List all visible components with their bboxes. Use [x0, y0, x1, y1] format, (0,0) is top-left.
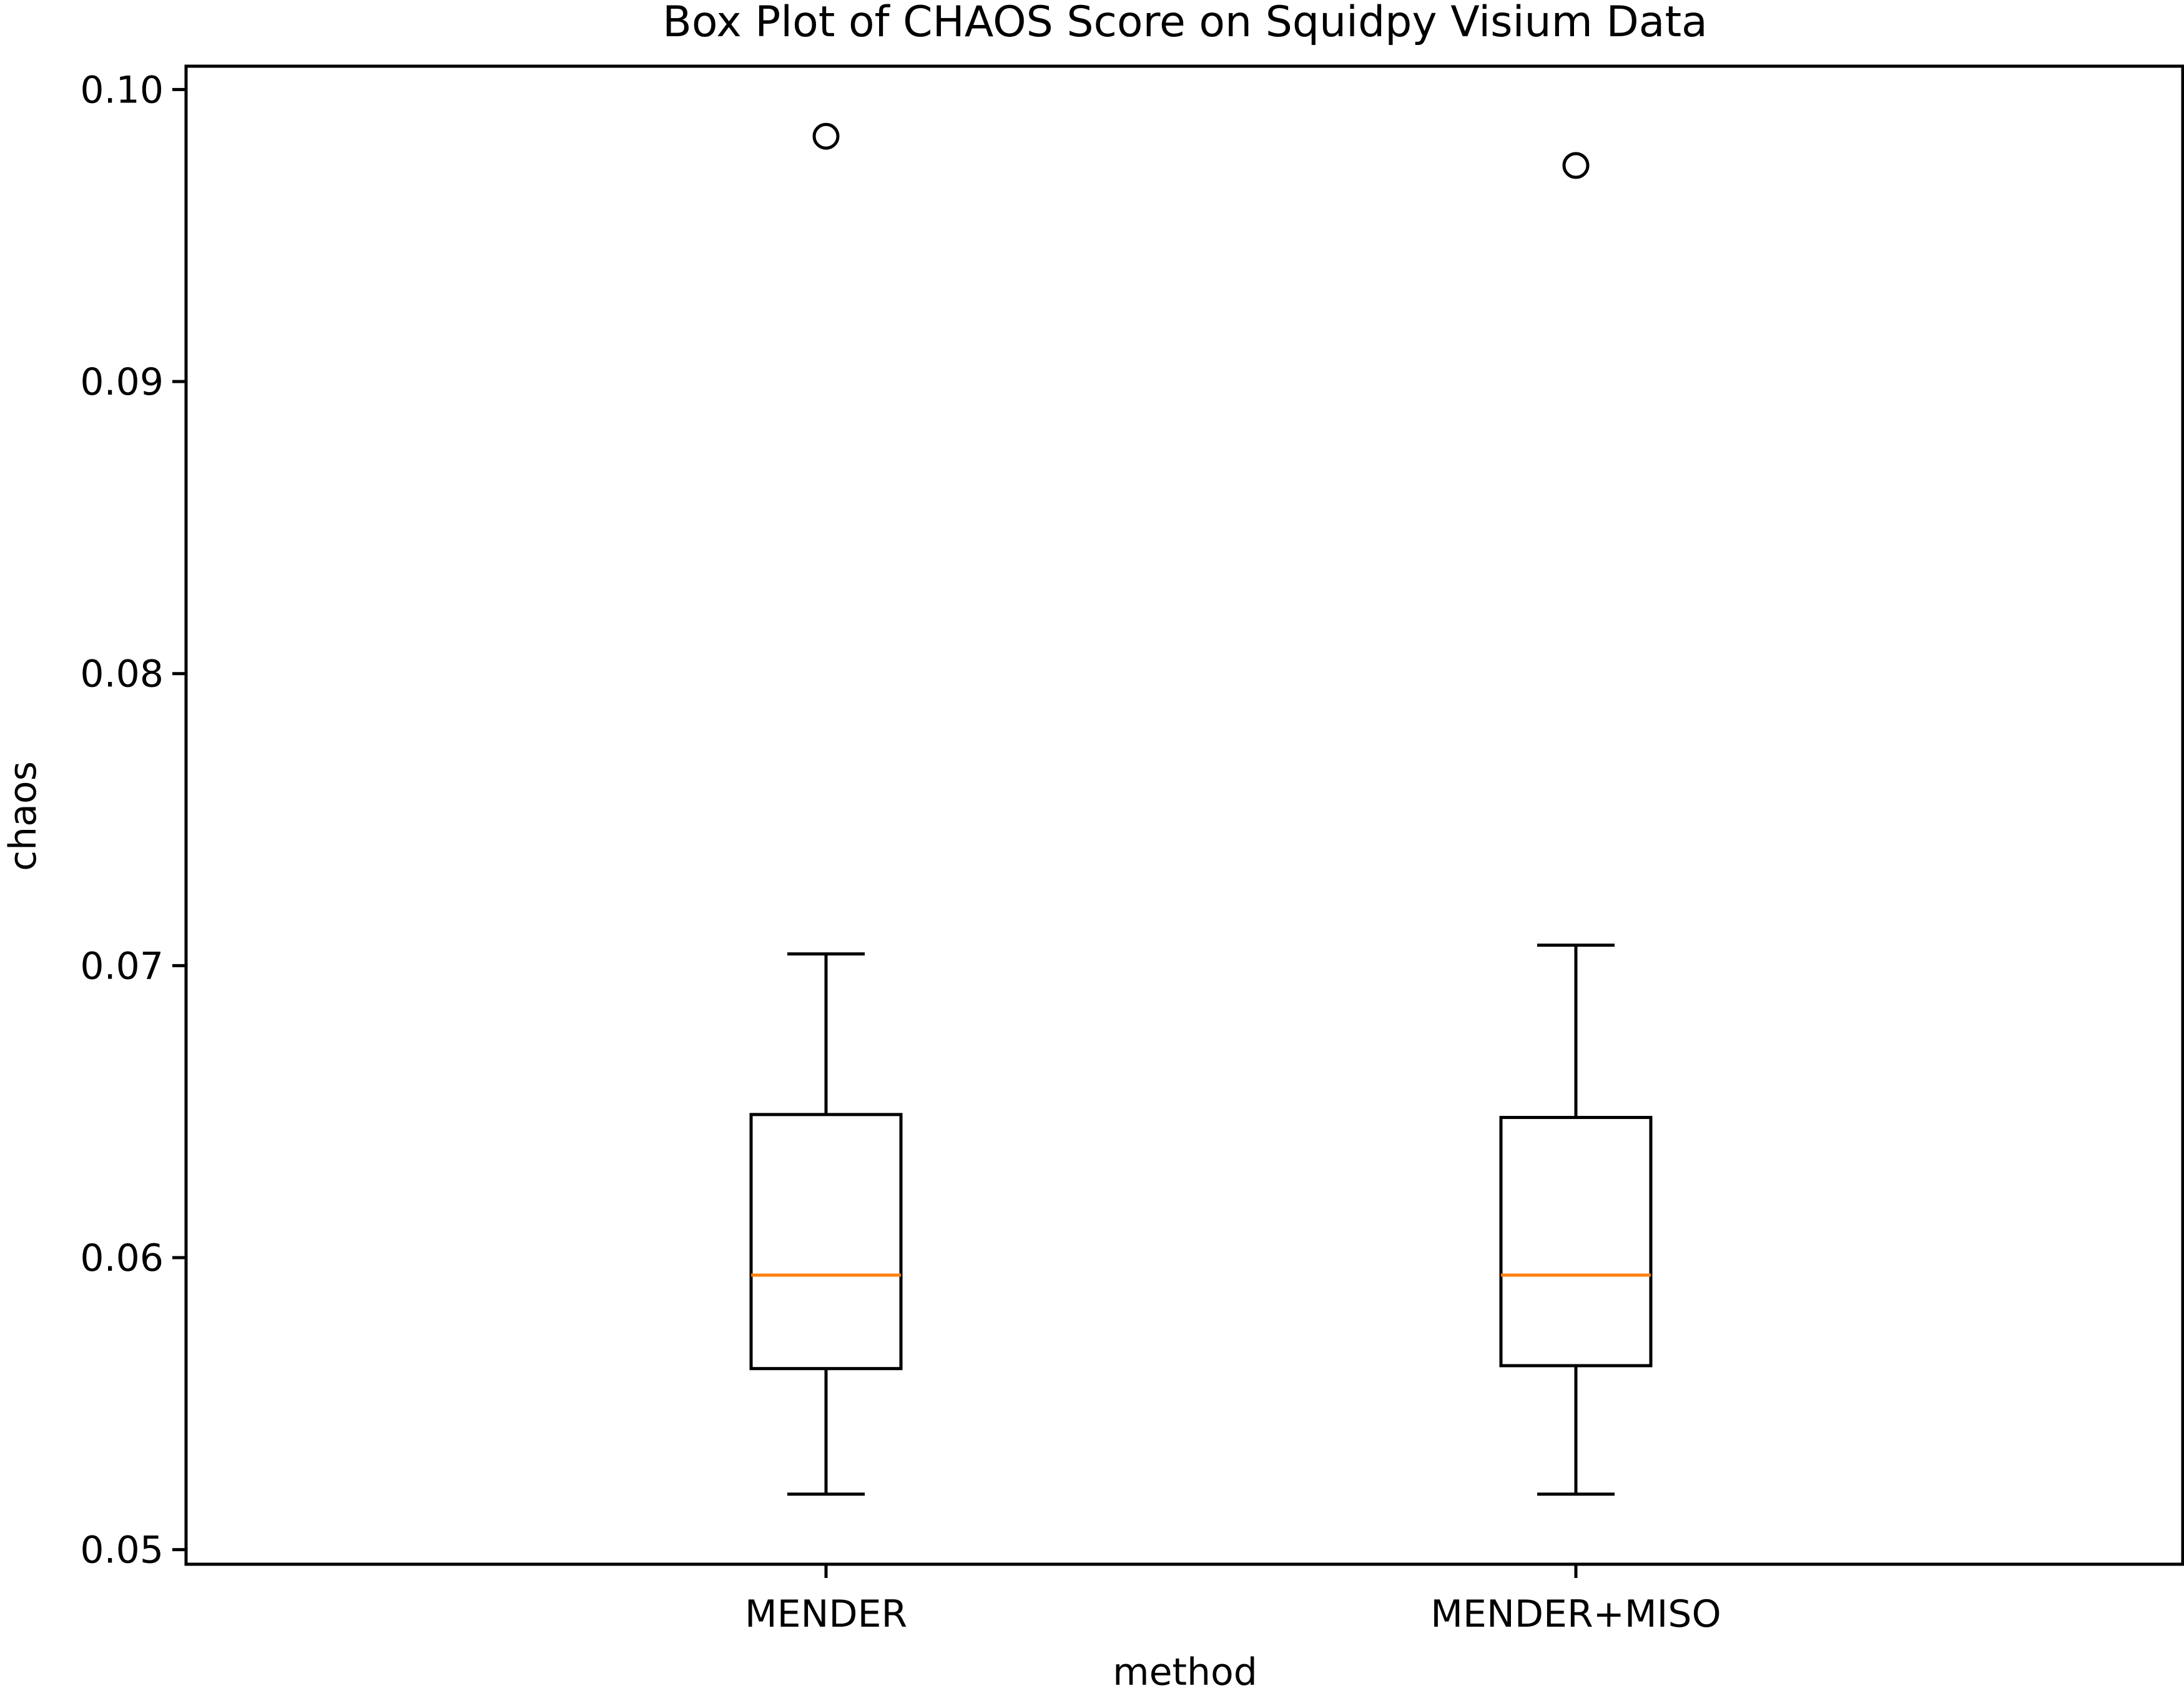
- axes-frame: [184, 64, 2184, 1566]
- box-iqr: [1499, 1116, 1653, 1368]
- y-tick-label: 0.06: [80, 1236, 164, 1280]
- x-axis-label: method: [1113, 1650, 1257, 1694]
- outlier-point: [1562, 152, 1590, 179]
- x-tick-label: MENDER+MISO: [1430, 1592, 1721, 1636]
- y-tick-label: 0.05: [80, 1529, 164, 1572]
- y-tick-label: 0.10: [80, 68, 164, 112]
- y-tick-label: 0.09: [80, 360, 164, 404]
- outlier-point: [812, 122, 840, 150]
- plot-area: 0.05 0.06 0.07 0.08 0.09 0.10 MENDER MENDER+MIS…: [80, 64, 2184, 1636]
- x-tick-label: MENDER: [745, 1592, 907, 1636]
- y-axis-label: chaos: [1, 761, 45, 871]
- chart-title: Box Plot of CHAOS Score on Squidpy Visiu…: [662, 0, 1708, 47]
- y-tick-label: 0.07: [80, 944, 164, 988]
- box-iqr: [749, 1113, 903, 1371]
- y-tick-label: 0.08: [80, 653, 164, 696]
